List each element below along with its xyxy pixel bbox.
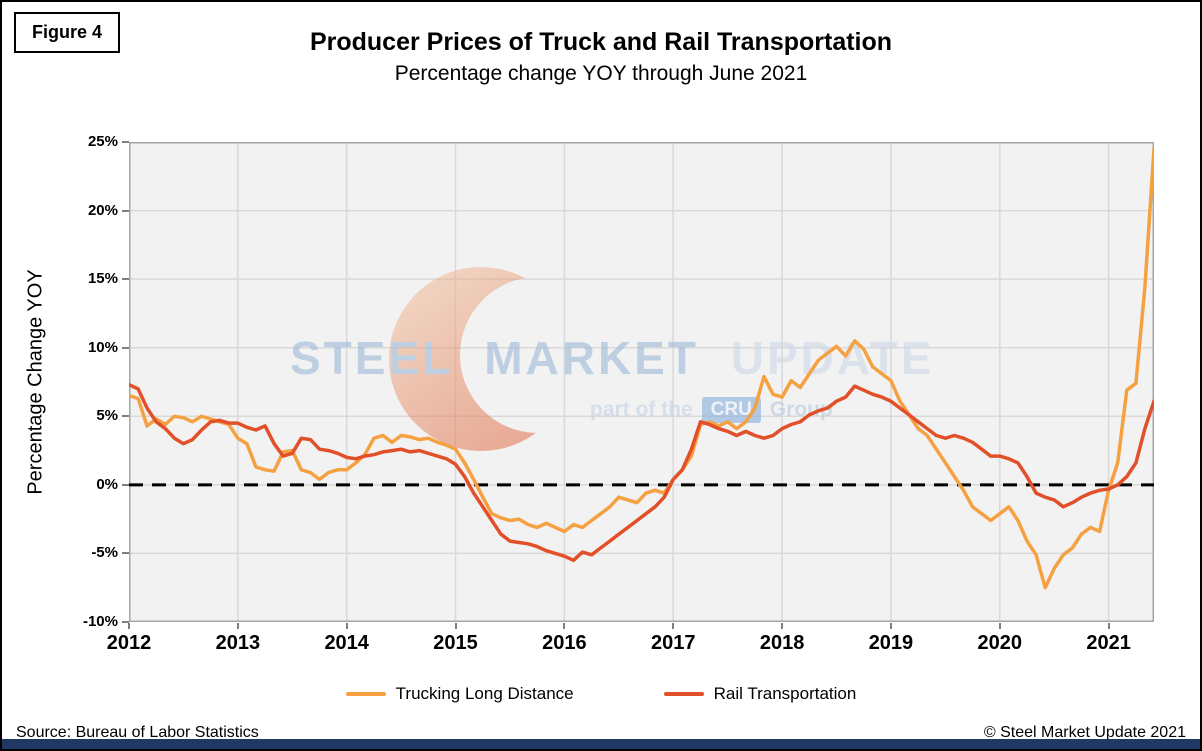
trucking-line-swatch	[345, 692, 386, 696]
y-tick-label: 5%	[96, 407, 118, 425]
x-tick-mark	[128, 623, 130, 629]
bottom-accent-bar	[2, 739, 1200, 749]
legend-item-rail: Rail Transportation	[663, 684, 857, 704]
figure-label: Figure 4	[14, 12, 121, 53]
x-tick-label: 2020	[977, 632, 1023, 654]
y-tick-label: 20%	[87, 201, 118, 219]
chart-title: Producer Prices of Truck and Rail Transp…	[309, 28, 893, 56]
x-tick-mark	[236, 623, 239, 629]
x-tick-label: 2014	[324, 632, 369, 654]
y-tick-label: -10%	[82, 613, 118, 630]
chart-subtitle: Percentage change YOY through June 2021	[394, 62, 808, 85]
y-tick-label: 0%	[96, 475, 118, 493]
legend-item-trucking: Trucking Long Distance	[345, 684, 574, 704]
legend-label-rail: Rail Transportation	[713, 684, 857, 703]
x-tick-label: 2012	[106, 632, 152, 654]
y-tick-mark	[122, 209, 129, 212]
y-tick-mark	[122, 483, 129, 486]
source-text: Source: Bureau of Labor Statistics	[16, 724, 259, 741]
x-tick-mark	[345, 623, 348, 629]
y-tick-label: 25%	[87, 133, 118, 150]
x-tick-mark	[1107, 623, 1110, 629]
rail-line-swatch	[663, 692, 704, 696]
y-tick-mark	[122, 141, 129, 143]
y-tick-mark	[122, 346, 129, 349]
x-tick-mark	[454, 623, 457, 629]
x-tick-label: 2013	[215, 632, 261, 654]
y-tick-mark	[122, 621, 129, 623]
x-tick-mark	[563, 623, 566, 629]
chart-area: STEEL MARKET UPDATE part of the CRU Grou…	[62, 127, 1192, 672]
x-tick-mark	[672, 623, 675, 629]
legend: Trucking Long Distance Rail Transportati…	[2, 684, 1200, 704]
y-tick-mark	[122, 552, 129, 555]
y-tick-label: -5%	[91, 544, 118, 562]
y-tick-label: 10%	[87, 338, 118, 356]
y-tick-label: 15%	[87, 270, 118, 288]
y-axis-title: Percentage Change YOY	[24, 269, 47, 495]
x-tick-label: 2016	[542, 632, 587, 654]
x-tick-label: 2015	[433, 632, 478, 654]
x-tick-label: 2019	[868, 632, 914, 654]
x-tick-label: 2017	[650, 632, 696, 654]
x-tick-mark	[781, 623, 784, 629]
y-tick-mark	[122, 278, 129, 281]
copyright-text: © Steel Market Update 2021	[983, 724, 1186, 741]
series-svg	[129, 147, 1154, 590]
x-tick-mark	[998, 623, 1001, 629]
x-tick-label: 2021	[1086, 632, 1131, 654]
plot-area: STEEL MARKET UPDATE part of the CRU Grou…	[129, 142, 1154, 622]
x-tick-label: 2018	[759, 632, 805, 654]
y-tick-mark	[122, 415, 129, 418]
x-tick-mark	[889, 623, 892, 629]
legend-label-trucking: Trucking Long Distance	[395, 684, 574, 703]
